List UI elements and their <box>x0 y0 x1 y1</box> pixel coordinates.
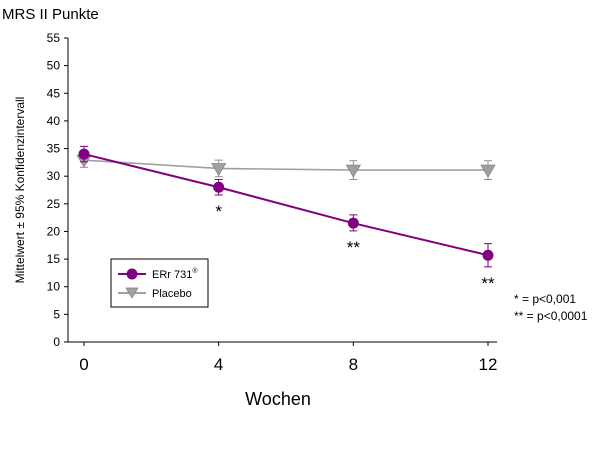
footnote-2: ** = p<0,0001 <box>514 309 588 323</box>
x-axis-label: Wochen <box>245 389 311 409</box>
x-tick-label-12: 12 <box>479 355 498 374</box>
chart-title: MRS II Punkte <box>2 6 99 23</box>
data-point <box>345 164 361 178</box>
y-tick-label-50: 50 <box>47 59 61 73</box>
x-ticks: 0 4 8 12 <box>79 342 497 374</box>
data-point <box>480 164 496 178</box>
significance-mark-12: ** <box>481 274 495 293</box>
x-tick-label-8: 8 <box>349 355 358 374</box>
y-tick-label-45: 45 <box>47 86 61 100</box>
data-point <box>347 217 359 229</box>
series-line <box>83 153 489 257</box>
footnote-1: * = p<0,001 <box>514 292 576 306</box>
y-tick-label-15: 15 <box>47 252 61 266</box>
y-tick-label-40: 40 <box>47 114 61 128</box>
legend-label-placebo: Placebo <box>152 288 192 300</box>
significance-mark-4: * <box>215 202 222 221</box>
series-layer <box>76 145 496 268</box>
y-tick-label-20: 20 <box>47 224 61 238</box>
y-tick-label-55: 55 <box>47 31 61 45</box>
y-tick-label-35: 35 <box>47 142 61 156</box>
y-ticks: 0 5 10 15 20 25 30 35 40 45 50 55 <box>47 31 68 349</box>
x-tick-label-4: 4 <box>214 355 223 374</box>
significance-mark-8: ** <box>347 238 361 257</box>
legend-label-err731: ERr 731® <box>152 267 198 281</box>
y-tick-label-0: 0 <box>53 335 60 349</box>
y-axis-label: Mittelwert ± 95% Konfidenzintervall <box>13 97 27 284</box>
data-point <box>482 249 494 261</box>
y-tick-label-25: 25 <box>47 197 61 211</box>
series-err731 <box>78 145 494 268</box>
x-tick-label-0: 0 <box>79 355 88 374</box>
legend: ERr 731® Placebo <box>110 258 209 308</box>
data-point <box>78 148 90 160</box>
series-placebo <box>76 152 496 180</box>
y-tick-label-30: 30 <box>47 169 61 183</box>
legend-marker-placebo <box>125 287 139 299</box>
data-point <box>213 181 225 193</box>
legend-marker-err731 <box>126 268 138 280</box>
significance-marks: ***** <box>215 202 495 293</box>
y-tick-label-10: 10 <box>47 280 61 294</box>
y-tick-label-5: 5 <box>53 307 60 321</box>
axes <box>67 38 497 343</box>
legend-box <box>110 258 209 308</box>
data-point <box>211 163 227 177</box>
series-line <box>83 159 488 171</box>
